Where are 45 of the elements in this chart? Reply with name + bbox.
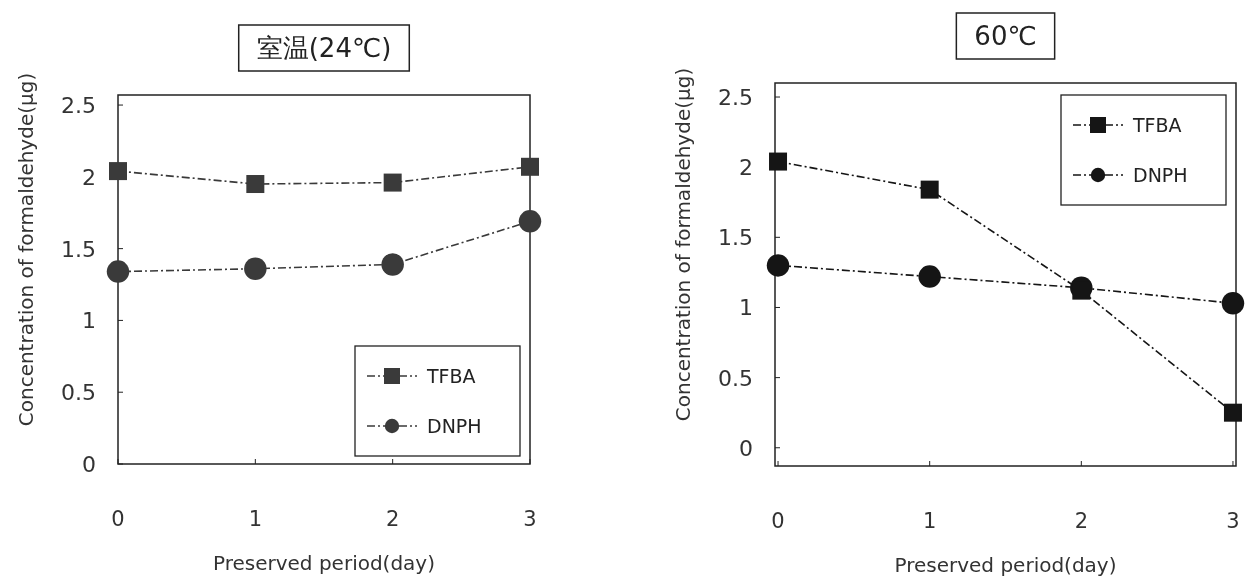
x-tick-label: 1 bbox=[248, 507, 263, 531]
y-tick-label: 0 bbox=[739, 435, 753, 461]
y-tick-label: 0.5 bbox=[718, 365, 753, 391]
y-tick-label: 2 bbox=[82, 164, 96, 190]
y-axis-title: Concentration of formaldehyde(μg) bbox=[671, 67, 695, 422]
x-tick-label: 0 bbox=[771, 509, 785, 533]
point bbox=[383, 173, 402, 192]
y-tick-label: 1.5 bbox=[61, 236, 96, 262]
legend-label: TFBA bbox=[426, 365, 476, 387]
legend-label: DNPH bbox=[1133, 164, 1188, 186]
chart-title: 室温(24℃) bbox=[256, 33, 392, 63]
point bbox=[766, 254, 790, 277]
y-tick-label: 0 bbox=[82, 452, 96, 477]
point bbox=[244, 257, 267, 280]
point bbox=[246, 175, 265, 194]
y-tick-label: 0.5 bbox=[61, 380, 96, 406]
legend-label: TFBA bbox=[1132, 114, 1182, 136]
y-tick-label: 2 bbox=[739, 155, 753, 181]
point bbox=[1221, 292, 1245, 315]
point bbox=[109, 162, 127, 181]
point bbox=[518, 210, 542, 233]
y-tick-label: 2.5 bbox=[718, 85, 753, 111]
y-tick-label: 1 bbox=[82, 308, 96, 334]
point bbox=[381, 253, 404, 276]
x-tick-label: 3 bbox=[523, 507, 537, 531]
x-tick-label: 0 bbox=[111, 507, 125, 531]
x-tick-label: 1 bbox=[922, 509, 937, 533]
point bbox=[1223, 403, 1242, 422]
x-tick-label: 2 bbox=[385, 507, 400, 531]
y-tick-label: 1 bbox=[739, 295, 753, 321]
y-tick-label: 1.5 bbox=[718, 225, 753, 251]
chart-title: 60℃ bbox=[974, 21, 1037, 51]
x-tick-label: 3 bbox=[1226, 509, 1240, 533]
x-axis-title: Preserved period(day) bbox=[212, 551, 436, 575]
point bbox=[918, 265, 941, 288]
point bbox=[521, 157, 539, 176]
x-tick-label: 2 bbox=[1074, 509, 1089, 533]
point bbox=[106, 260, 130, 283]
y-axis-title: Concentration of formaldehyde(μg) bbox=[14, 72, 38, 427]
point bbox=[920, 180, 939, 199]
x-axis-title: Preserved period(day) bbox=[894, 553, 1117, 577]
point bbox=[769, 152, 788, 171]
legend-label: DNPH bbox=[427, 415, 482, 437]
point bbox=[1072, 281, 1091, 300]
y-tick-label: 2.5 bbox=[61, 93, 96, 119]
